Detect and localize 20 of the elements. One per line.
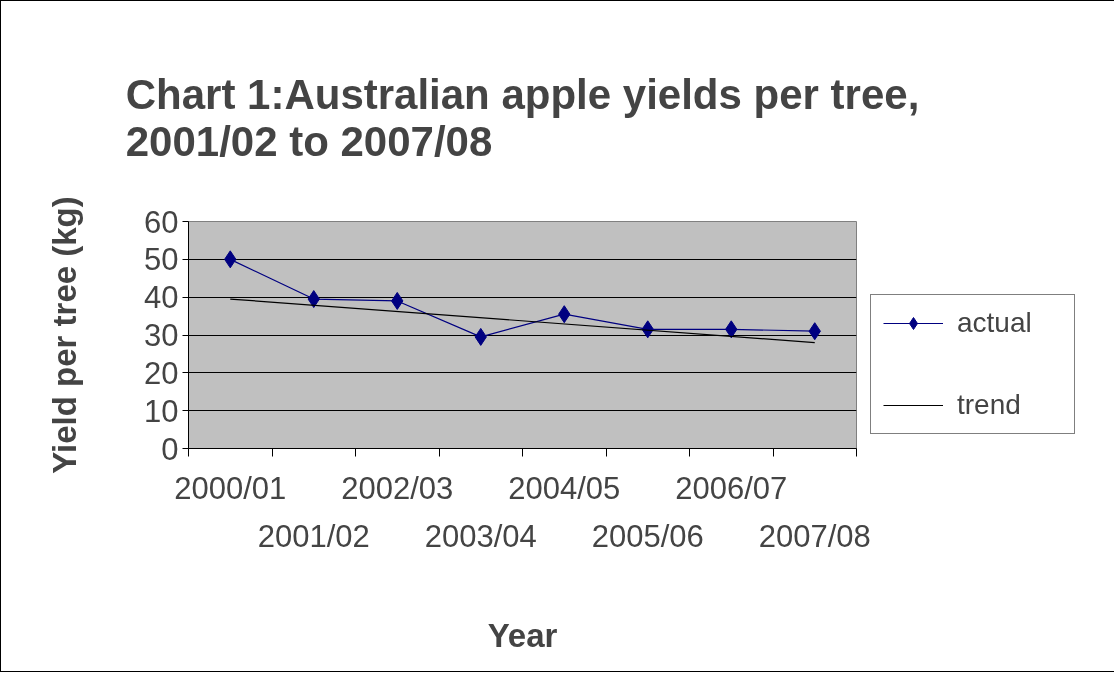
y-tick-label: 60 [144,204,179,240]
x-tick-label: 2004/05 [508,470,621,506]
y-tick-label: 0 [161,431,179,467]
x-axis-title: Year [487,616,558,654]
legend-label: actual [957,307,1033,339]
y-tick-label: 10 [144,393,179,429]
y-tick-label: 20 [144,355,179,391]
x-tick-label: 2006/07 [675,470,788,506]
y-axis-title: Yield per tree (kg) [46,196,84,474]
y-tick-label: 40 [144,280,179,316]
y-tick-label: 30 [144,318,179,353]
x-tick-label: 2005/06 [591,518,704,554]
x-tick-label: 2007/08 [758,518,871,554]
chart-title: Chart 1:Australian apple yields per tree, 2001/02 to 2007/08 [125,70,920,165]
y-tick-label: 50 [144,242,179,278]
x-tick-label: 2003/04 [424,518,537,554]
x-tick-label: 2002/03 [341,470,454,506]
x-tick-label: 2001/02 [257,518,370,554]
x-tick-label: 2000/01 [174,470,287,506]
legend-label: trend [957,389,1022,421]
